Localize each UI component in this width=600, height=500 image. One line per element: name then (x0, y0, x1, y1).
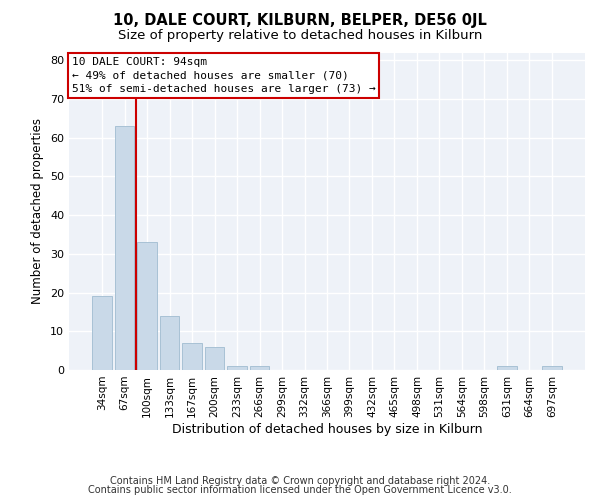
X-axis label: Distribution of detached houses by size in Kilburn: Distribution of detached houses by size … (172, 422, 482, 436)
Bar (160, 316, 179, 370)
Text: Contains public sector information licensed under the Open Government Licence v3: Contains public sector information licen… (88, 485, 512, 495)
Text: 10 DALE COURT: 94sqm
← 49% of detached houses are smaller (70)
51% of semi-detac: 10 DALE COURT: 94sqm ← 49% of detached h… (71, 58, 376, 94)
Bar (227, 366, 247, 370)
Text: Size of property relative to detached houses in Kilburn: Size of property relative to detached ho… (118, 29, 482, 42)
Y-axis label: Number of detached properties: Number of detached properties (31, 118, 44, 304)
Bar (115, 126, 134, 370)
Bar (137, 242, 157, 370)
Bar (497, 366, 517, 370)
Text: Contains HM Land Registry data © Crown copyright and database right 2024.: Contains HM Land Registry data © Crown c… (110, 476, 490, 486)
Bar (542, 366, 562, 370)
Bar (205, 347, 224, 370)
Text: 10, DALE COURT, KILBURN, BELPER, DE56 0JL: 10, DALE COURT, KILBURN, BELPER, DE56 0J… (113, 12, 487, 28)
Bar (250, 366, 269, 370)
Bar (92, 296, 112, 370)
Bar (182, 343, 202, 370)
